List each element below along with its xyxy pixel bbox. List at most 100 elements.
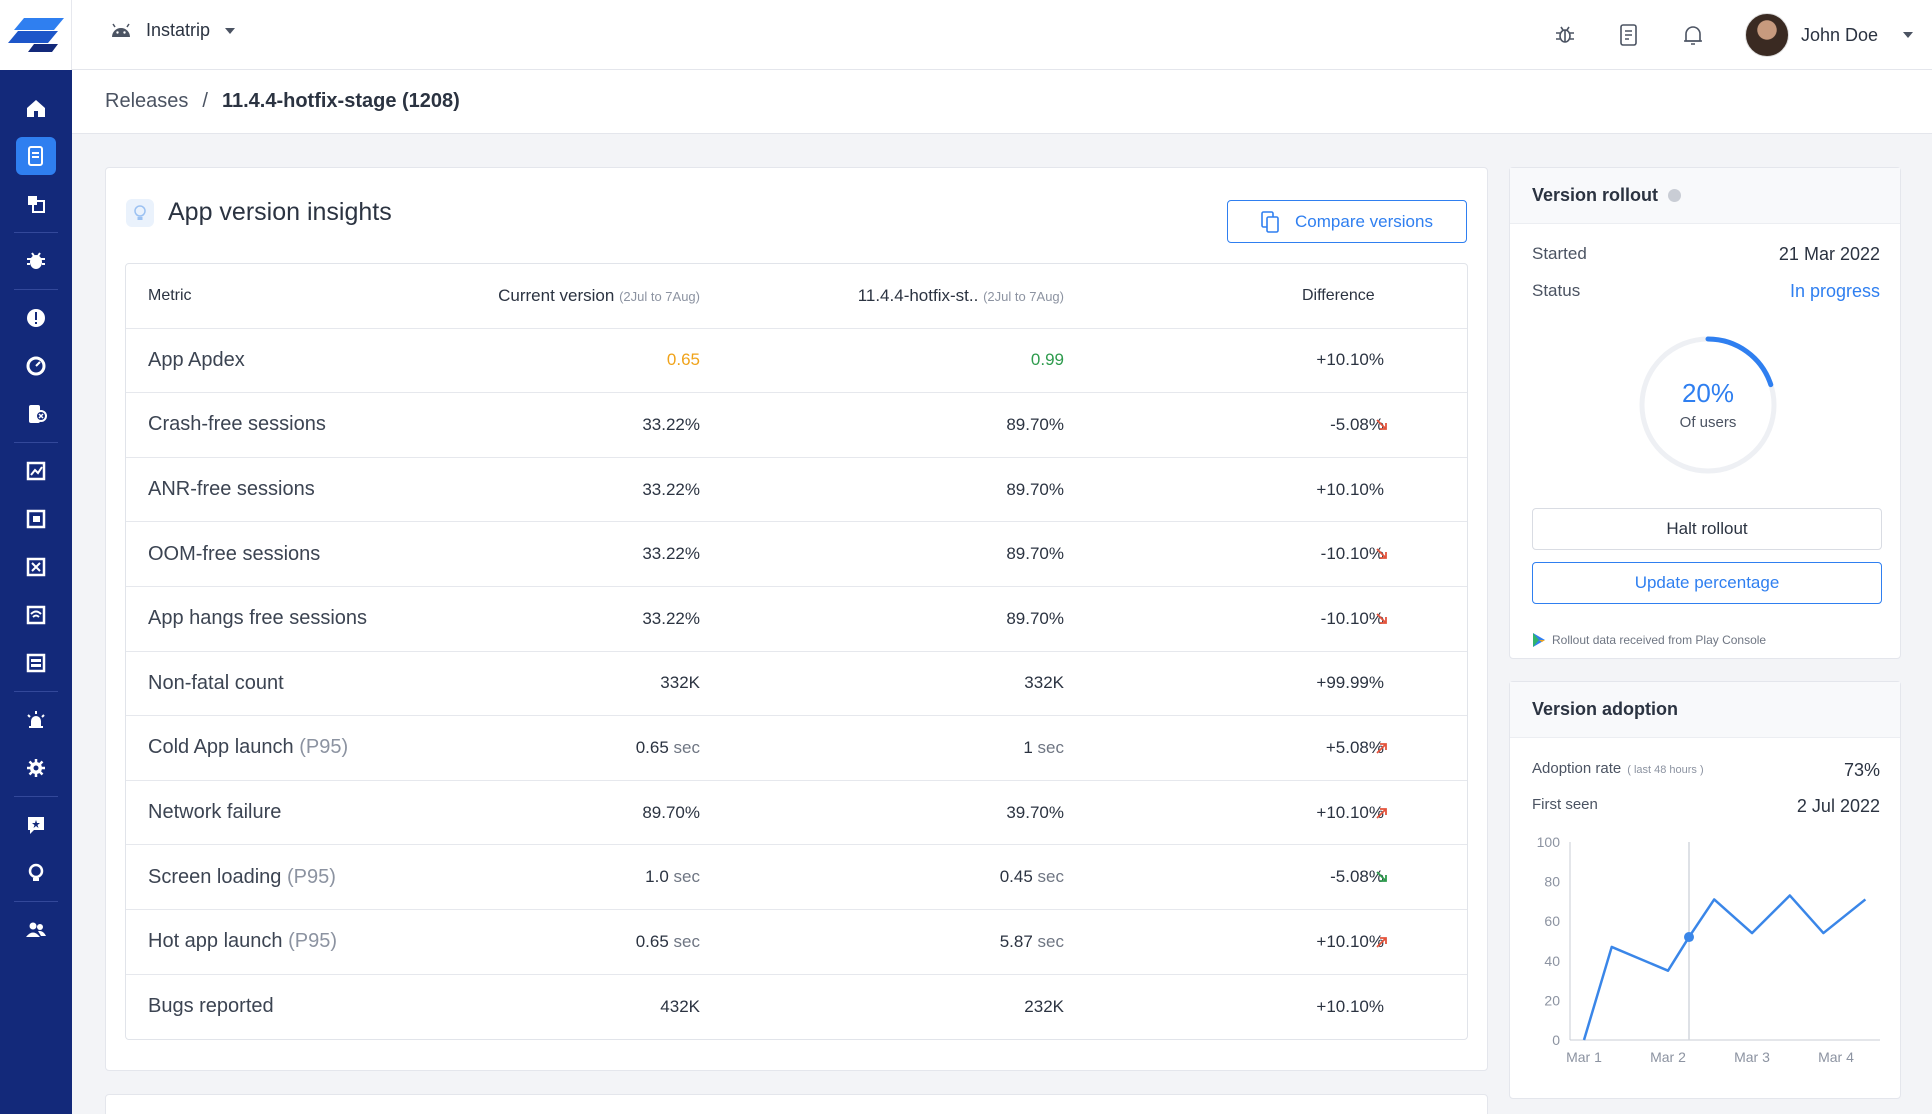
nav-alerts[interactable] — [0, 696, 72, 744]
metric-name: App Apdex — [148, 348, 245, 371]
nav-screens[interactable] — [0, 447, 72, 495]
table-row[interactable]: Crash-free sessions 33.22% 89.70% -5.08% — [126, 393, 1467, 458]
play-console-note: Rollout data received from Play Console — [1532, 632, 1766, 648]
table-row[interactable]: Cold App launch (P95) 0.65 sec 1 sec +5.08% — [126, 716, 1467, 781]
caret-down-icon — [1903, 32, 1913, 38]
nav-divider — [14, 442, 58, 443]
play-console-note-text: Rollout data received from Play Console — [1552, 633, 1767, 647]
app-name: Instatrip — [146, 20, 211, 40]
compare-versions-label: Compare versions — [1295, 211, 1433, 231]
compare-versions-button[interactable]: Compare versions — [1227, 200, 1467, 243]
difference-value: -5.08% — [1330, 414, 1384, 434]
table-row[interactable]: App Apdex 0.65 0.99 +10.10% — [126, 329, 1467, 394]
app-switcher[interactable]: Instatrip — [110, 20, 236, 41]
metric-name: App hangs free sessions — [148, 607, 368, 630]
secondary-card — [105, 1094, 1488, 1114]
nav-divider — [14, 901, 58, 902]
nav-versions[interactable] — [0, 180, 72, 228]
table-row[interactable]: Hot app launch (P95) 0.65 sec 5.87 sec +10.… — [126, 910, 1467, 975]
difference-value: +10.10% — [1316, 931, 1384, 951]
compared-value: 0.45 sec — [999, 867, 1064, 887]
metric-name: Crash-free sessions — [148, 413, 326, 436]
adoption-rate: Adoption rate ( last 48 hours ) 73% — [1532, 760, 1880, 781]
table-row[interactable]: Screen loading (P95) 1.0 sec 0.45 sec -5.08… — [126, 845, 1467, 910]
nav-backend[interactable] — [0, 639, 72, 687]
breadcrumb-current: 11.4.4-hotfix-stage (1208) — [221, 90, 460, 112]
current-value: 33.22% — [642, 608, 700, 628]
update-percentage-button[interactable]: Update percentage — [1532, 562, 1882, 604]
bell-icon — [1683, 26, 1702, 45]
nav-apm[interactable] — [0, 342, 72, 390]
compared-value: 1 sec — [1023, 737, 1064, 757]
version-adoption-card: Version adoption Adoption rate ( last 48 … — [1509, 681, 1901, 1099]
rollout-header: Version rollout — [1510, 168, 1900, 224]
series-line — [1582, 894, 1867, 1041]
layers-icon — [28, 196, 45, 213]
user-menu[interactable]: John Doe — [1725, 13, 1932, 57]
metric-name: Non-fatal count — [148, 671, 284, 694]
insights-header: App version insights — [126, 198, 392, 227]
docs-button[interactable] — [1597, 10, 1661, 60]
nav-bugs[interactable] — [0, 237, 72, 285]
adoption-rate-label: Adoption rate — [1532, 760, 1622, 777]
feedback-icon — [28, 817, 44, 834]
table-row[interactable]: OOM-free sessions 33.22% 89.70% -10.10% — [126, 522, 1467, 587]
halt-rollout-button[interactable]: Halt rollout — [1532, 508, 1882, 550]
rollout-percent: 20% — [1681, 378, 1735, 408]
table-row[interactable]: Network failure 89.70% 39.70% +10.10% — [126, 781, 1467, 846]
nav-crashes[interactable] — [0, 294, 72, 342]
rollout-started: Started 21 Mar 2022 — [1532, 244, 1880, 265]
compared-value: 89.70% — [1006, 479, 1064, 499]
breadcrumb-releases[interactable]: Releases — [105, 90, 189, 112]
y-tick-label: 0 — [1552, 1032, 1560, 1048]
siren-icon — [27, 711, 45, 728]
table-row[interactable]: App hangs free sessions 33.22% 89.70% -10.1… — [126, 587, 1467, 652]
y-tick-label: 20 — [1544, 992, 1560, 1008]
difference-value: +10.10% — [1316, 350, 1384, 370]
lightbulb-icon — [28, 863, 44, 881]
debug-button[interactable] — [1533, 10, 1597, 60]
current-value: 33.22% — [642, 414, 700, 434]
play-store-icon — [1533, 633, 1545, 647]
nav-releases[interactable] — [0, 132, 72, 180]
compared-value: 89.70% — [1006, 414, 1064, 434]
current-value: 0.65 sec — [635, 931, 700, 951]
x-tick-label: Mar 2 — [1650, 1049, 1686, 1065]
nav-team[interactable] — [0, 906, 72, 954]
info-icon[interactable] — [1668, 189, 1682, 202]
difference-value: +5.08% — [1325, 737, 1384, 757]
alert-icon — [27, 309, 45, 327]
nav-app-hangs[interactable] — [0, 390, 72, 438]
breadcrumb-separator: / — [202, 90, 208, 112]
nav-home[interactable] — [0, 84, 72, 132]
adoption-header: Version adoption — [1510, 682, 1900, 738]
nav-insights[interactable] — [0, 849, 72, 897]
notifications-button[interactable] — [1661, 10, 1725, 60]
table-row[interactable]: ANR-free sessions 33.22% 89.70% +10.10% — [126, 458, 1467, 523]
header-difference: Difference — [1302, 286, 1375, 304]
nav-divider — [14, 232, 58, 233]
top-bar: Instatrip John Doe — [72, 0, 1932, 70]
nav-settings[interactable] — [0, 744, 72, 792]
table-row[interactable]: Non-fatal count 332K 332K +99.99% — [126, 652, 1467, 717]
metric-name: Hot app launch (P95) — [148, 930, 338, 953]
difference-value: -10.10% — [1320, 544, 1384, 564]
y-tick-label: 60 — [1544, 913, 1560, 929]
nav-feedback[interactable] — [0, 801, 72, 849]
y-tick-label: 100 — [1537, 834, 1561, 850]
android-icon — [112, 23, 130, 37]
brand-logo[interactable] — [0, 0, 72, 70]
table-row[interactable]: Bugs reported 432K 232K +10.10% — [126, 975, 1467, 1040]
nav-features[interactable] — [0, 543, 72, 591]
sidebar — [0, 0, 72, 1114]
nav-network[interactable] — [0, 591, 72, 639]
network-icon — [26, 605, 46, 625]
x-tick-label: Mar 1 — [1566, 1049, 1602, 1065]
avatar — [1744, 13, 1789, 57]
user-name: John Doe — [1800, 24, 1878, 45]
insights-table: Metric Current version (2Jul to 7Aug) 11… — [125, 263, 1468, 1041]
trend-up-icon — [1376, 807, 1387, 819]
metric-name: Cold App launch (P95) — [148, 736, 349, 759]
nav-flows[interactable] — [0, 495, 72, 543]
gear-icon — [27, 759, 45, 777]
